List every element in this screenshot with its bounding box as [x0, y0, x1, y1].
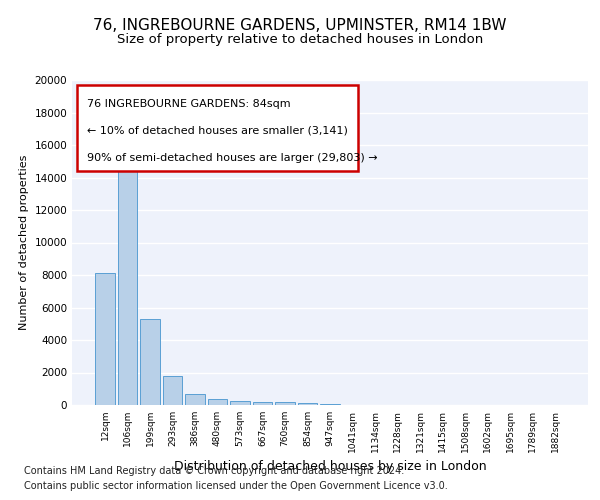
X-axis label: Distribution of detached houses by size in London: Distribution of detached houses by size … — [173, 460, 487, 473]
Text: Contains HM Land Registry data © Crown copyright and database right 2024.: Contains HM Land Registry data © Crown c… — [24, 466, 404, 476]
Text: 76 INGREBOURNE GARDENS: 84sqm: 76 INGREBOURNE GARDENS: 84sqm — [88, 98, 291, 108]
Text: Size of property relative to detached houses in London: Size of property relative to detached ho… — [117, 32, 483, 46]
Bar — [230, 401, 250, 405]
Bar — [320, 404, 340, 405]
Bar — [253, 402, 272, 405]
Bar — [118, 137, 137, 405]
Bar — [275, 402, 295, 405]
FancyBboxPatch shape — [77, 85, 358, 171]
Bar — [163, 376, 182, 405]
Bar — [185, 394, 205, 405]
Y-axis label: Number of detached properties: Number of detached properties — [19, 155, 29, 330]
Text: ← 10% of detached houses are smaller (3,141): ← 10% of detached houses are smaller (3,… — [88, 126, 349, 136]
Bar — [140, 319, 160, 405]
Text: 76, INGREBOURNE GARDENS, UPMINSTER, RM14 1BW: 76, INGREBOURNE GARDENS, UPMINSTER, RM14… — [93, 18, 507, 32]
Bar — [95, 274, 115, 405]
Bar — [298, 404, 317, 405]
Text: Contains public sector information licensed under the Open Government Licence v3: Contains public sector information licen… — [24, 481, 448, 491]
Text: 90% of semi-detached houses are larger (29,803) →: 90% of semi-detached houses are larger (… — [88, 152, 378, 162]
Bar — [208, 400, 227, 405]
